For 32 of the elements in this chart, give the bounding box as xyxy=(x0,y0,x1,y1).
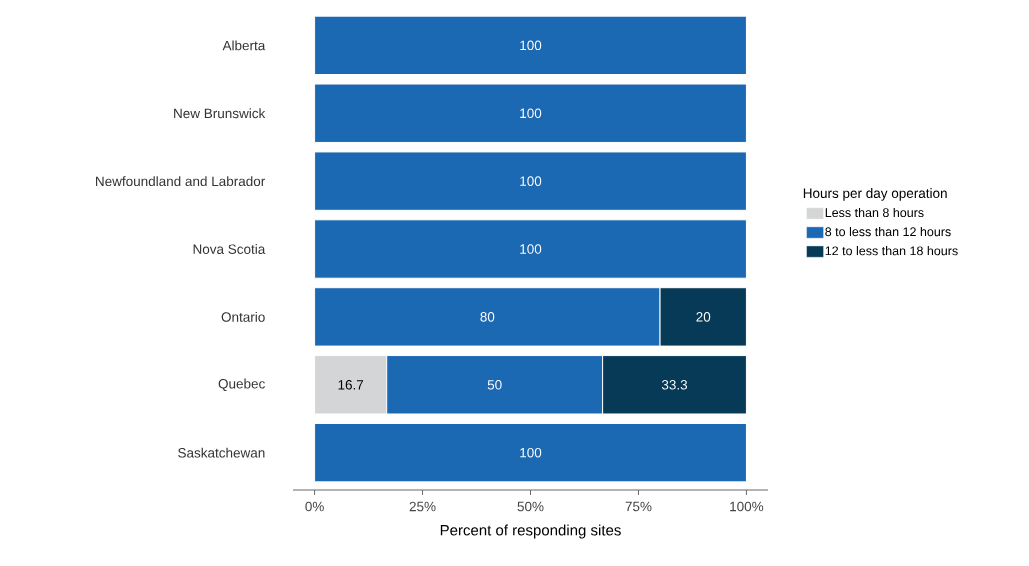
y-tick-label: Alberta xyxy=(222,40,266,51)
data-label: 100 xyxy=(520,176,542,186)
x-tick-label: 0% xyxy=(305,501,324,512)
x-tick-label: 75% xyxy=(625,501,652,512)
data-label: 16.7 xyxy=(338,380,364,390)
y-tick-label: Newfoundland and Labrador xyxy=(96,176,266,187)
y-tick-label: New Brunswick xyxy=(174,108,266,119)
data-label: 50 xyxy=(487,380,502,390)
bar xyxy=(314,83,747,143)
legend-title: Hours per day operation xyxy=(803,188,947,201)
data-label: 20 xyxy=(696,312,711,322)
y-tick-label: Saskatchewan xyxy=(178,447,265,458)
legend-label: Less than 8 hours xyxy=(825,207,924,218)
data-label: 33.3 xyxy=(661,380,688,390)
data-label: 100 xyxy=(520,447,542,458)
bar xyxy=(314,15,747,76)
data-label: 100 xyxy=(520,40,542,51)
data-label: 100 xyxy=(520,108,542,118)
x-tick-label: 50% xyxy=(517,501,544,512)
data-label: 80 xyxy=(480,312,495,322)
x-tick-label: 100% xyxy=(730,501,764,512)
bar xyxy=(314,422,747,483)
x-axis-title: Percent of responding sites xyxy=(440,524,621,539)
legend-label: 8 to less than 12 hours xyxy=(825,226,951,237)
bar xyxy=(314,151,747,211)
legend-label: 12 to less than 18 hours xyxy=(825,246,958,256)
data-label: 100 xyxy=(520,244,542,254)
x-tick-label: 25% xyxy=(409,501,436,512)
y-tick-label: Nova Scotia xyxy=(193,244,266,254)
y-tick-label: Ontario xyxy=(221,311,265,322)
y-tick-label: Quebec xyxy=(218,378,265,391)
bar xyxy=(314,219,747,279)
